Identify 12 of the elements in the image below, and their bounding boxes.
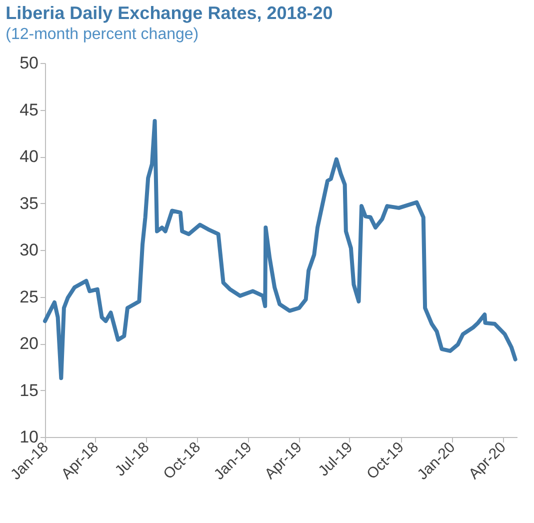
y-tick-label: 10 bbox=[20, 428, 38, 446]
chart-subtitle: (12-month percent change) bbox=[6, 26, 199, 43]
y-tick-label: 40 bbox=[20, 147, 38, 166]
y-tick-label: 15 bbox=[20, 380, 38, 400]
y-tick-label: 35 bbox=[20, 194, 38, 213]
y-tick-label: 25 bbox=[20, 287, 38, 306]
y-tick-label: 45 bbox=[20, 100, 38, 120]
y-tick-label: 20 bbox=[20, 334, 38, 353]
y-tick-label: 30 bbox=[20, 240, 38, 260]
chart-title: Liberia Daily Exchange Rates, 2018-20 bbox=[6, 3, 333, 23]
y-tick-label: 50 bbox=[20, 54, 38, 72]
line-series bbox=[43, 118, 518, 380]
